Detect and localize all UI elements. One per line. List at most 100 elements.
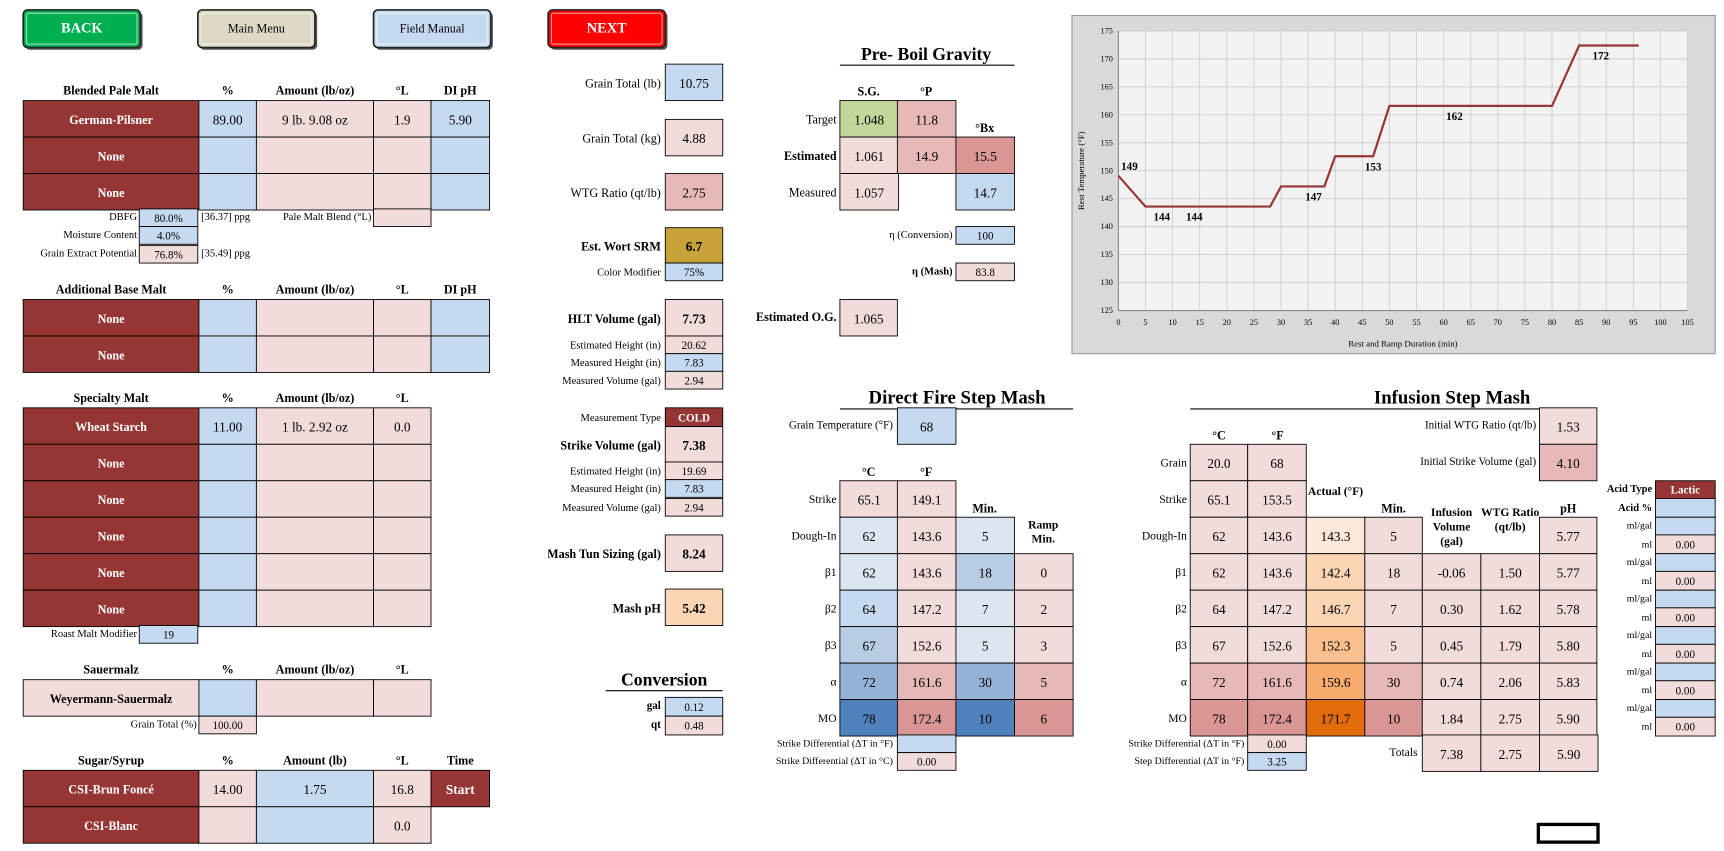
cell-value: 67 xyxy=(863,638,877,653)
cell-value: 65.1 xyxy=(858,493,881,508)
y-tick-label: 170 xyxy=(1100,54,1112,63)
column-header: °L xyxy=(396,84,409,98)
cell-value: 0.74 xyxy=(1440,675,1464,690)
button[interactable] xyxy=(547,9,667,49)
cell-value: 152.6 xyxy=(1262,638,1292,653)
label: Mash pH xyxy=(613,601,662,615)
cell-value: 5 xyxy=(1040,675,1047,690)
cell xyxy=(1539,734,1599,772)
header-text: Infusion Volume (gal) xyxy=(1430,507,1473,549)
column-header: °L xyxy=(396,663,409,677)
cell xyxy=(430,299,491,337)
y-tick-label: 160 xyxy=(1100,110,1112,119)
label: β3 xyxy=(1175,639,1187,652)
label: Pale Malt Blend (°L) xyxy=(283,212,372,223)
cell-value: 4.10 xyxy=(1557,456,1581,471)
y-tick-label: 145 xyxy=(1100,194,1112,203)
cell xyxy=(664,370,724,390)
cell xyxy=(955,699,1015,737)
cell-value: 30 xyxy=(979,675,993,690)
cell xyxy=(255,806,374,844)
cell xyxy=(1364,553,1423,591)
cell-value: 1.62 xyxy=(1499,602,1522,617)
cell xyxy=(1189,480,1249,518)
cell-value: 5.90 xyxy=(1557,747,1581,762)
cell-value: Wheat Starch xyxy=(75,420,147,434)
label: β2 xyxy=(825,602,837,615)
cell xyxy=(1305,699,1366,737)
cell-value: 15.5 xyxy=(974,149,998,164)
cell xyxy=(1189,589,1249,628)
cell-value: 62 xyxy=(863,529,876,544)
button-label[interactable]: BACK xyxy=(61,21,103,37)
cell-value: CSI-Brun Foncé xyxy=(68,783,154,797)
button-label[interactable]: NEXT xyxy=(587,21,627,37)
column-header: °C xyxy=(862,465,876,479)
cell xyxy=(373,443,432,482)
cell xyxy=(373,553,432,591)
cell xyxy=(198,299,257,337)
cell-value: 16.8 xyxy=(391,782,415,797)
label: ml xyxy=(1642,576,1653,587)
label: β2 xyxy=(1175,602,1187,615)
cell xyxy=(22,443,200,482)
cell xyxy=(1305,626,1366,664)
cell-value: 19.69 xyxy=(682,466,707,478)
button[interactable] xyxy=(372,9,492,49)
label: [35.49] ppg xyxy=(201,249,251,260)
cell xyxy=(1655,589,1716,609)
x-tick-label: 0 xyxy=(1116,318,1120,327)
y-tick-label: 125 xyxy=(1100,306,1112,315)
label: Step Differential (ΔT in °F) xyxy=(1134,756,1244,767)
cell xyxy=(1305,662,1366,701)
cell xyxy=(1421,734,1482,772)
label: Estimated Height (in) xyxy=(570,340,661,351)
x-tick-label: 35 xyxy=(1304,318,1312,327)
cell xyxy=(839,299,898,337)
header-text: WTG Ratio (qt/lb) xyxy=(1480,507,1540,534)
cell-value: 20.62 xyxy=(682,340,707,352)
column-header: % xyxy=(222,283,234,297)
cell xyxy=(664,173,724,211)
cell xyxy=(1539,516,1598,555)
cell xyxy=(255,173,374,211)
cell xyxy=(1655,497,1716,518)
cell xyxy=(22,173,200,211)
header: Actual (°F) xyxy=(1308,486,1363,498)
cell-value: 9 lb. 9.08 oz xyxy=(282,112,348,127)
cell-value: 2 xyxy=(1040,602,1047,617)
cell xyxy=(1364,626,1423,664)
y-tick-label: 130 xyxy=(1100,278,1112,287)
cell-value: 11.00 xyxy=(213,420,243,435)
cell xyxy=(1655,699,1716,718)
cell-value: 75% xyxy=(684,267,704,279)
y-tick-label: 155 xyxy=(1100,138,1112,147)
cell xyxy=(955,516,1015,555)
column-header: pH xyxy=(1560,501,1577,515)
cell xyxy=(839,173,899,211)
cell xyxy=(1480,553,1540,591)
button[interactable] xyxy=(22,9,142,49)
cell xyxy=(255,679,374,717)
button-label[interactable]: Field Manual xyxy=(400,22,466,36)
cell-value: 64 xyxy=(1212,602,1226,617)
cell xyxy=(1305,516,1366,555)
label: Grain Total (%) xyxy=(131,719,198,730)
cell xyxy=(22,769,200,808)
button-inner xyxy=(376,12,488,45)
button-label[interactable]: Main Menu xyxy=(228,22,285,36)
label: Measured Volume (gal) xyxy=(562,376,661,387)
cell-value: 4.88 xyxy=(682,131,706,146)
column-header: °Bx xyxy=(975,121,994,135)
cell xyxy=(1655,626,1716,645)
cell-value: 18 xyxy=(979,566,993,581)
cell-value: 0.00 xyxy=(1676,612,1696,624)
cell-value: 83.8 xyxy=(976,267,996,279)
cell xyxy=(955,589,1015,628)
cell-value: 0.00 xyxy=(1676,576,1696,588)
button[interactable] xyxy=(196,9,316,49)
cell xyxy=(1014,699,1074,737)
cell-value: 67 xyxy=(1212,638,1226,653)
label: Strike Volume (gal) xyxy=(560,438,661,452)
